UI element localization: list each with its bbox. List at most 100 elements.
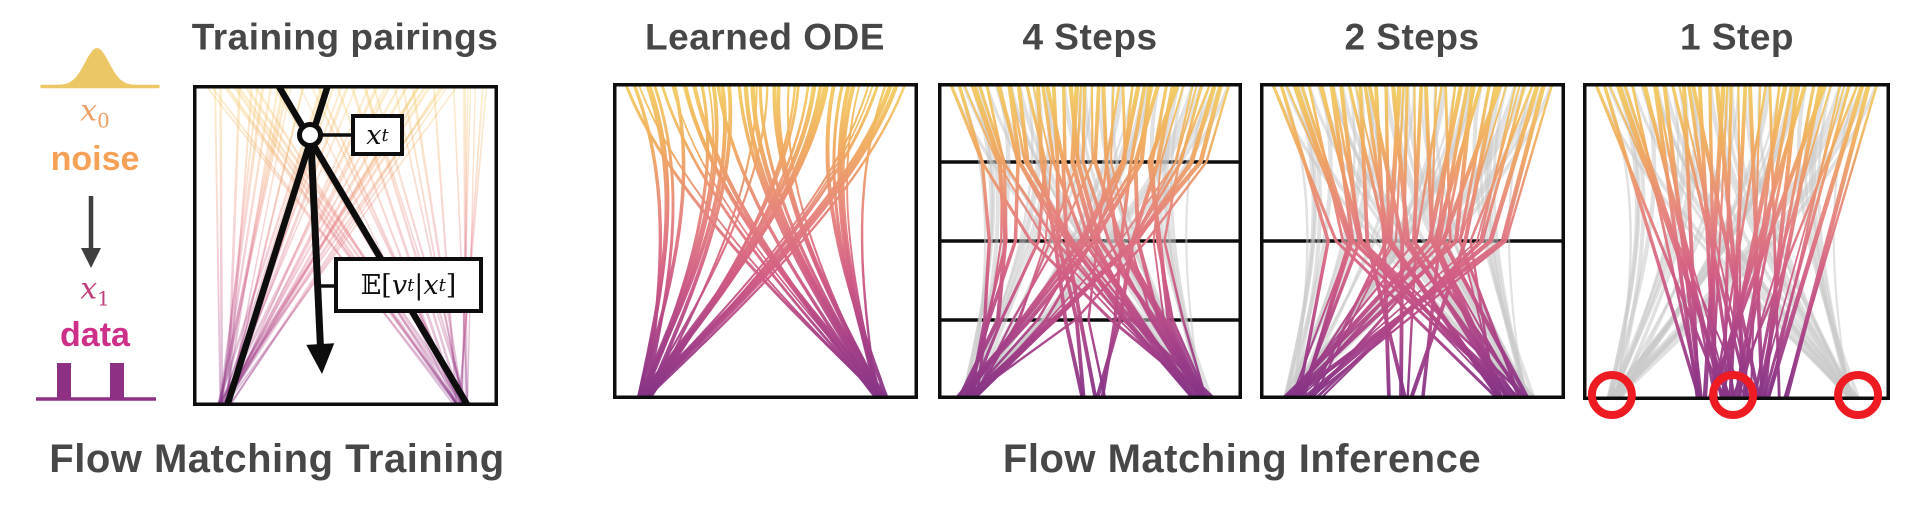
pairing-line [411,86,465,405]
expected-velocity-arrowhead [306,343,335,374]
flow-trajectory [840,84,883,398]
flow-trajectory [644,84,675,398]
flow-trajectory [965,84,1231,398]
caption-flow-matching-training: Flow Matching Training [49,437,505,481]
noise-gaussian-curve [42,48,158,85]
flow-trajectory [1087,84,1121,398]
flow-trajectory [1081,84,1202,398]
flow-trajectory [1293,84,1405,398]
pairing-line [216,86,446,405]
flow-trajectory [637,84,727,398]
title-2-steps: 2 Steps [1344,16,1480,58]
pairing-line [232,86,460,405]
flow-trajectory [1756,84,1846,399]
panel-s4-border [938,83,1242,399]
pairing-line [224,86,459,405]
panel-s2-border [1260,83,1565,399]
x0-label: x0 [80,93,110,133]
noise-label: noise [50,140,140,178]
panel-s4-plot [939,84,1241,398]
reference-ode-line [1606,84,1641,399]
flow-trajectory [1387,84,1503,398]
title-learned-ode: Learned ODE [645,16,885,58]
caption-flow-matching-inference: Flow Matching Inference [1002,437,1482,481]
flow-trajectory [1707,84,1828,399]
title-1-step: 1 Step [1679,16,1795,58]
reference-ode-line [966,84,1094,398]
flow-trajectory [1762,84,1852,399]
data-spike-bar [110,363,124,398]
flow-trajectory [1733,84,1794,399]
pairing-line [253,86,459,405]
flow-trajectory [1756,84,1823,399]
expected-velocity-arrow-shaft [307,140,324,349]
pairing-line [432,86,458,405]
flow-trajectory [635,84,830,398]
pairing-line [214,86,222,405]
expected-velocity-annotation-box: 𝔼[v t | x t] [334,257,483,313]
flow-trajectory [644,84,907,398]
panel-ode-plot [624,84,907,398]
pairing-line [217,86,289,405]
title-4-steps: 4 Steps [1022,16,1158,58]
pairing-line [298,86,458,405]
flow-trajectory [639,84,900,398]
flow-trajectory [1602,84,1702,399]
flow-trajectory [1730,84,1860,399]
flow-trajectory [637,84,715,398]
flow-trajectory [1358,84,1408,398]
flow-trajectory [1722,84,1733,399]
reference-ode-line [1283,84,1333,398]
flow-trajectory [1440,84,1530,398]
flow-trajectory [1432,84,1509,398]
flow-trajectory [1016,84,1196,398]
flow-trajectory [1652,84,1700,399]
title-training-pairings: Training pairings [191,16,499,58]
flow-trajectory [1469,84,1535,398]
flow-trajectory [636,84,670,398]
flow-trajectory [1271,84,1499,398]
panel-s1-plot [1593,84,1880,399]
flow-trajectory [1287,84,1547,398]
mode-marker-red-circle [1709,371,1758,419]
panel-ode-border [613,83,918,399]
flow-trajectory [645,84,733,398]
flow-trajectory [1301,84,1541,398]
flow-trajectory [1719,84,1788,399]
panel-s1-border [1583,83,1890,400]
flow-trajectory [1702,84,1726,399]
flow-trajectory [949,84,1208,398]
pairing-line [219,86,224,405]
reference-ode-line [1615,84,1703,399]
pairing-line [218,86,265,405]
noise-to-data-arrowhead [81,248,101,268]
flow-trajectory [636,84,686,398]
panel-s2-plot [1261,84,1564,398]
flow-trajectory [641,84,769,398]
reference-ode-line [1606,84,1657,399]
flow-trajectory [1314,84,1527,398]
flow-trajectory [1767,84,1842,399]
flow-trajectory [691,84,880,398]
flow-trajectory [1373,84,1391,398]
flow-trajectory [974,84,1008,398]
flow-trajectory [1654,84,1717,399]
flow-trajectory [1782,84,1879,399]
flow-trajectory [1406,84,1444,398]
data-spike-bar [57,363,71,398]
sample-point-xt [297,122,323,148]
flow-trajectory [1163,84,1212,398]
mode-marker-red-circle [1834,371,1883,419]
reference-ode-line [1611,84,1740,399]
pairing-line [457,86,488,405]
flow-trajectory [1765,84,1866,399]
flow-trajectory [1152,84,1199,398]
flow-trajectory [1711,84,1729,399]
flow-trajectory [635,84,894,398]
flow-trajectory [1035,84,1085,398]
flow-trajectory [1284,84,1464,398]
mode-marker-red-circle [1587,371,1636,419]
